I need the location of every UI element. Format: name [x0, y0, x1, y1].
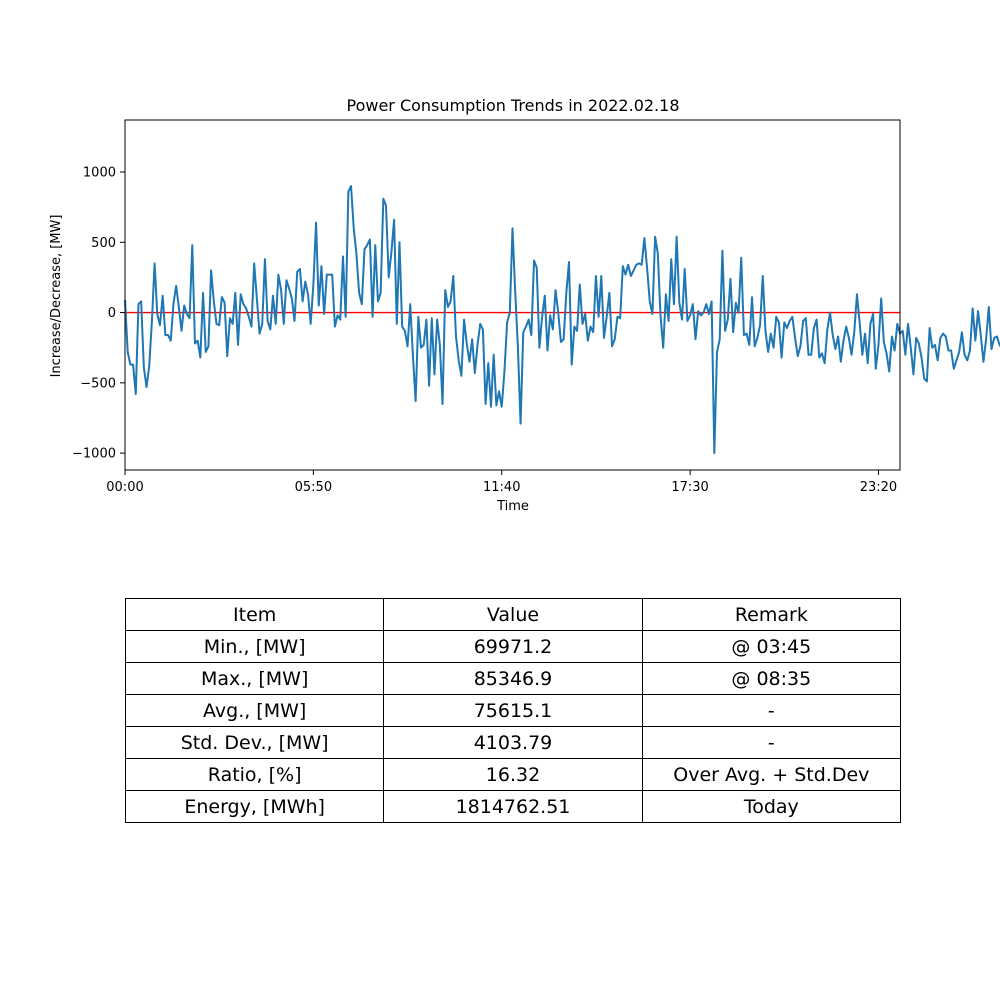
cell-item: Std. Dev., [MW]: [124, 726, 385, 759]
x-axis-ticks: 00:00 05:50 11:40 17:30 23:20: [106, 470, 897, 495]
cell-item: Min., [MW]: [124, 630, 385, 663]
table-row: Std. Dev., [MW] 4103.79 -: [124, 726, 902, 759]
table-row: Avg., [MW] 75615.1 -: [124, 694, 902, 727]
cell-value: 75615.1: [383, 694, 643, 727]
cell-remark: Today: [641, 790, 902, 823]
x-tick-label: 05:50: [295, 480, 332, 495]
header-remark: Remark: [641, 598, 902, 631]
table-row: Max., [MW] 85346.9 @ 08:35: [124, 662, 902, 695]
chart-title: Power Consumption Trends in 2022.02.18: [346, 96, 679, 115]
cell-value: 85346.9: [383, 662, 643, 695]
x-axis-label: Time: [496, 499, 529, 514]
statistics-table: Item Value Remark Min., [MW] 69971.2 @ 0…: [124, 598, 902, 823]
x-tick-label: 00:00: [106, 480, 143, 495]
y-tick-label: 0: [108, 306, 116, 321]
cell-remark: @ 03:45: [641, 630, 902, 663]
cell-item: Energy, [MWh]: [124, 790, 385, 823]
y-tick-label: 1000: [83, 166, 116, 181]
y-axis-label: Increase/Decrease, [MW]: [49, 215, 64, 378]
cell-value: 4103.79: [383, 726, 643, 759]
table-row: Energy, [MWh] 1814762.51 Today: [124, 790, 902, 823]
cell-remark: @ 08:35: [641, 662, 902, 695]
x-tick-label: 17:30: [671, 480, 708, 495]
y-tick-label: −1000: [72, 447, 116, 462]
x-tick-label: 11:40: [483, 480, 520, 495]
cell-remark: Over Avg. + Std.Dev: [641, 758, 902, 791]
cell-value: 69971.2: [383, 630, 643, 663]
consumption-series-line: [124, 185, 1000, 455]
header-value: Value: [383, 598, 643, 631]
header-item: Item: [124, 598, 385, 631]
table-row: Min., [MW] 69971.2 @ 03:45: [124, 630, 902, 663]
plot-area-frame: [124, 119, 901, 471]
power-consumption-chart: Power Consumption Trends in 2022.02.18 −…: [49, 96, 1000, 514]
cell-value: 1814762.51: [383, 790, 643, 823]
y-tick-label: 500: [91, 236, 116, 251]
y-tick-label: −500: [80, 376, 116, 391]
y-axis-ticks: −1000 −500 0 500 1000: [72, 166, 125, 462]
cell-item: Max., [MW]: [124, 662, 385, 695]
x-tick-label: 23:20: [860, 480, 897, 495]
cell-remark: -: [641, 694, 902, 727]
cell-item: Ratio, [%]: [124, 758, 385, 791]
cell-remark: -: [641, 726, 902, 759]
table-header-row: Item Value Remark: [124, 598, 902, 631]
cell-item: Avg., [MW]: [124, 694, 385, 727]
table-row: Ratio, [%] 16.32 Over Avg. + Std.Dev: [124, 758, 902, 791]
cell-value: 16.32: [383, 758, 643, 791]
